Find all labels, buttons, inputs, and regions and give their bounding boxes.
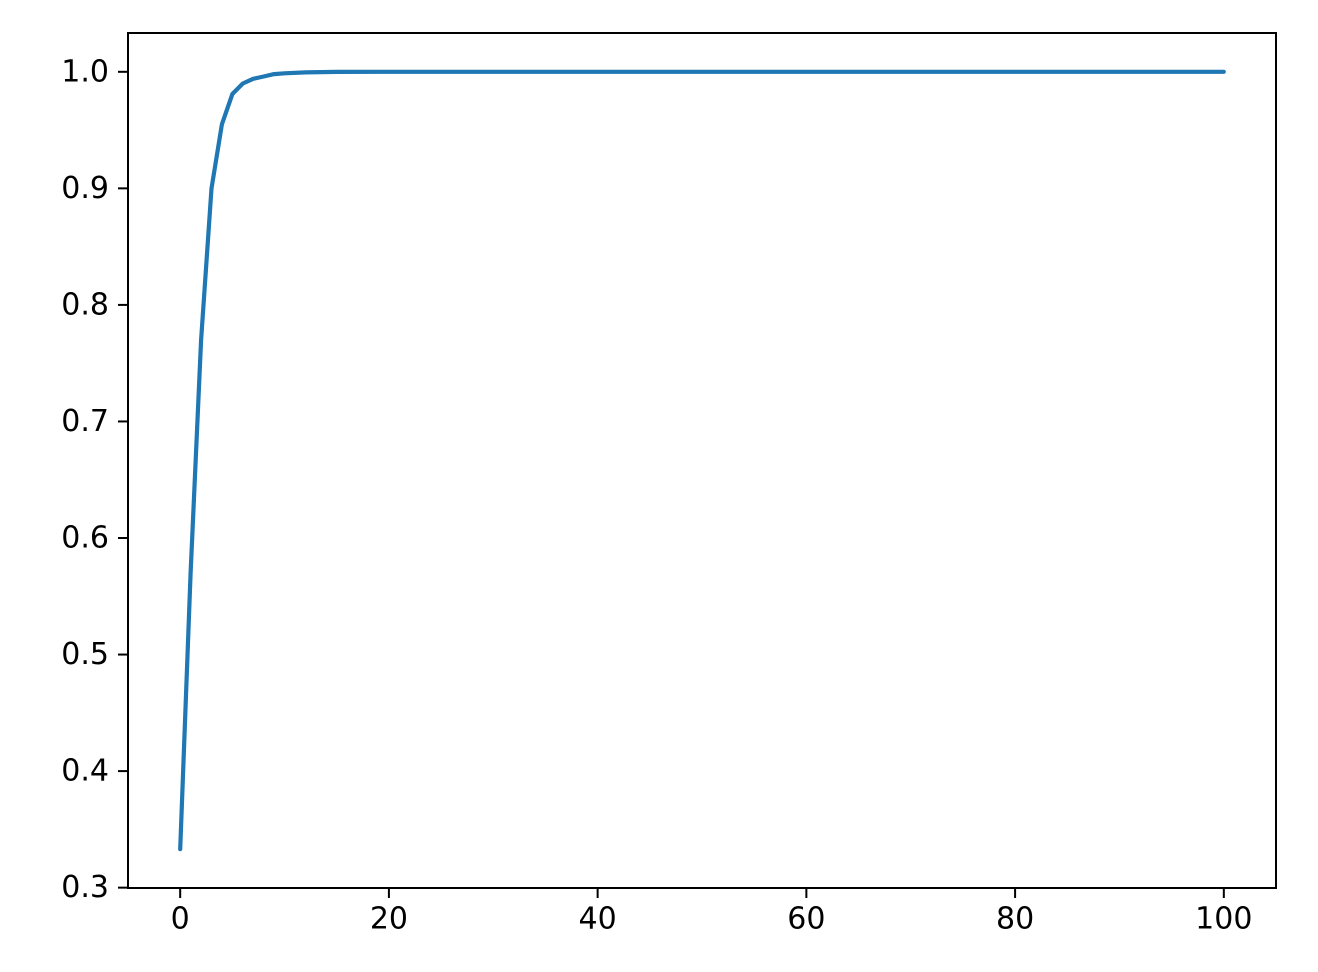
x-tick-label: 20	[370, 902, 408, 937]
y-axis: 0.3 0.4 0.5 0.6 0.7 0.8 0.9 1.0	[61, 54, 128, 905]
y-tick-label: 0.9	[61, 171, 109, 206]
y-tick-label: 0.4	[61, 754, 109, 789]
y-tick-label: 0.7	[61, 404, 109, 439]
plot-area-background	[128, 33, 1276, 888]
data-series	[178, 69, 1226, 852]
x-tick-label: 0	[171, 902, 190, 937]
series-line-converging-curve	[178, 69, 1226, 852]
y-tick-label: 0.3	[61, 870, 109, 905]
axes-spines	[127, 32, 1277, 889]
y-tick-label: 0.6	[61, 521, 109, 556]
plot-border	[127, 32, 1277, 889]
x-axis: 0 20 40 60 80 100	[171, 888, 1252, 937]
y-tick-label: 1.0	[61, 54, 109, 89]
plot-area	[128, 33, 1276, 888]
y-tick-label: 0.5	[61, 637, 109, 672]
x-tick-label: 100	[1195, 902, 1252, 937]
x-tick-label: 60	[787, 902, 825, 937]
y-tick-label: 0.8	[61, 287, 109, 322]
x-tick-label: 80	[996, 902, 1034, 937]
x-tick-label: 40	[579, 902, 617, 937]
